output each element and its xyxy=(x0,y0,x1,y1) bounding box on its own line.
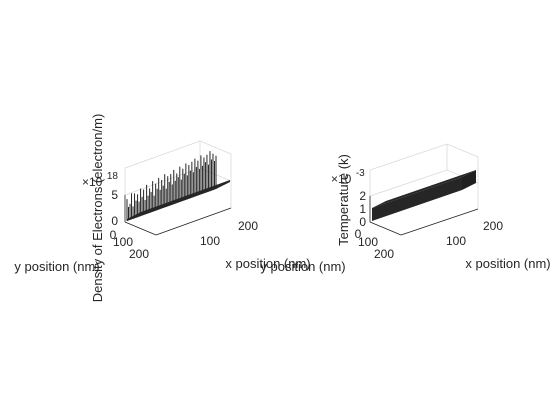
temperature-x-axis-label: x position (nm) xyxy=(465,256,550,271)
temperature-bars xyxy=(372,170,476,221)
density-z-tick-5: 5 xyxy=(111,188,118,202)
temperature-x-tick-100: 100 xyxy=(446,234,466,248)
temperature-bar-front xyxy=(372,177,462,221)
density-y-axis xyxy=(124,221,157,236)
density-y-tick-100: 100 xyxy=(113,235,133,249)
temperature-axes: 2 1 0 ×10 -3 0 100 200 100 200 y positio… xyxy=(260,143,551,274)
temperature-z-tick-1: 1 xyxy=(359,202,366,216)
density-z-axis-label: Density of Electrons (electron/m) xyxy=(90,114,105,303)
temperature-bar-top xyxy=(372,170,476,208)
density-x-axis xyxy=(155,207,232,236)
temperature-z-tick-0: 0 xyxy=(359,215,366,229)
temperature-y-axis xyxy=(369,221,402,236)
temperature-y-tick-0: 0 xyxy=(355,227,362,241)
temperature-z-exponent: ×10 -3 xyxy=(331,168,365,187)
temperature-x-axis xyxy=(400,208,479,236)
density-bar-base xyxy=(127,180,230,221)
temperature-x-tick-200: 200 xyxy=(483,219,503,233)
density-x-axis-label: x position (nm) xyxy=(225,256,310,271)
density-z-tick-0: 0 xyxy=(111,214,118,228)
temperature-bar-side xyxy=(462,170,476,190)
temperature-y-axis-label: y position (nm) xyxy=(260,259,345,274)
density-x-tick-100: 100 xyxy=(200,234,220,248)
density-bars xyxy=(126,151,230,221)
density-axes: 5 0 ×10 18 0 100 200 100 200 y position … xyxy=(14,114,310,303)
density-x-tick-200: 200 xyxy=(238,219,258,233)
density-z-exponent: ×10 18 xyxy=(82,171,118,190)
density-y-tick-200: 200 xyxy=(129,247,149,261)
density-y-tick-0: 0 xyxy=(110,228,117,242)
density-y-axis-label: y position (nm) xyxy=(14,259,99,274)
temperature-y-tick-200: 200 xyxy=(374,247,394,261)
temperature-y-tick-100: 100 xyxy=(358,235,378,249)
temperature-z-axis-label: Temperature (k) xyxy=(336,154,351,246)
temperature-z-tick-2: 2 xyxy=(359,189,366,203)
